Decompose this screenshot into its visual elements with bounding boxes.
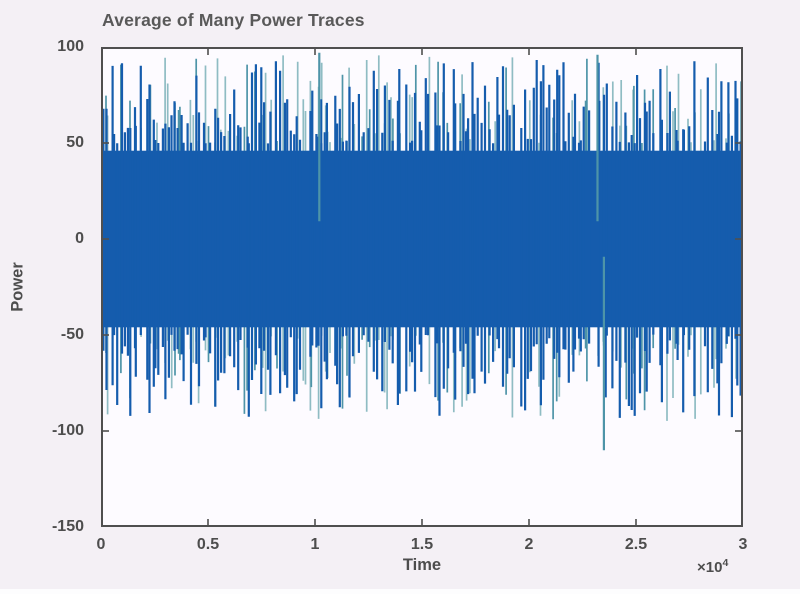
x-tick-label: 2: [524, 536, 534, 553]
y-tick-labels: 100 50 0 -50 -100 -150: [0, 38, 94, 535]
axis-exponent-base: ×10: [697, 559, 723, 576]
x-tick-label: 2.5: [624, 536, 648, 553]
y-tick-label: 100: [57, 38, 84, 55]
x-tick-label: 0.5: [196, 536, 220, 553]
x-tick-label: 1.5: [410, 536, 434, 553]
x-axis-label: Time: [402, 556, 442, 574]
x-tick-labels: 0 0.5 1 1.5 2 2.5 3: [97, 536, 748, 558]
bottom-strip: [0, 589, 800, 594]
plot-area: [101, 47, 743, 527]
waveform-svg: [101, 47, 743, 527]
x-tick-label: 1: [310, 536, 320, 553]
x-tick-label: 0: [96, 536, 106, 553]
chart-title: Average of Many Power Traces: [102, 10, 365, 30]
y-tick-label: -50: [60, 326, 84, 343]
axis-exponent-power: 4: [722, 557, 729, 569]
y-tick-label: 50: [66, 134, 84, 151]
y-tick-label: -150: [51, 518, 84, 535]
y-tick-label: 0: [75, 230, 84, 247]
y-tick-label: -100: [51, 422, 84, 439]
axis-exponent: ×104: [697, 557, 728, 576]
x-tick-label: 3: [738, 536, 748, 553]
